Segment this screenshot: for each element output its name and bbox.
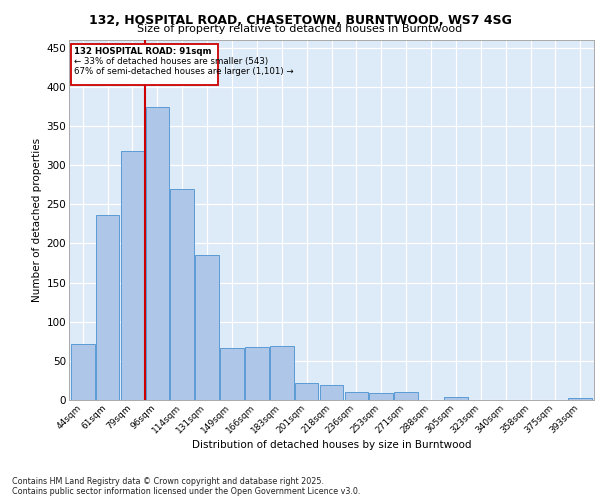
Bar [146, 106, 169, 400]
Bar [394, 392, 418, 400]
Text: 67% of semi-detached houses are larger (1,101) →: 67% of semi-detached houses are larger (… [74, 68, 293, 76]
Bar [370, 393, 393, 400]
Bar [71, 344, 95, 400]
Bar [568, 398, 592, 400]
FancyBboxPatch shape [71, 44, 218, 84]
Text: 132 HOSPITAL ROAD: 91sqm: 132 HOSPITAL ROAD: 91sqm [74, 47, 211, 56]
Bar [220, 348, 244, 400]
Text: Size of property relative to detached houses in Burntwood: Size of property relative to detached ho… [137, 24, 463, 34]
X-axis label: Distribution of detached houses by size in Burntwood: Distribution of detached houses by size … [192, 440, 471, 450]
Bar [344, 392, 368, 400]
Y-axis label: Number of detached properties: Number of detached properties [32, 138, 43, 302]
Bar [245, 347, 269, 400]
Bar [320, 385, 343, 400]
Bar [295, 383, 319, 400]
Text: ← 33% of detached houses are smaller (543): ← 33% of detached houses are smaller (54… [74, 57, 268, 66]
Bar [195, 255, 219, 400]
Bar [170, 188, 194, 400]
Text: 132, HOSPITAL ROAD, CHASETOWN, BURNTWOOD, WS7 4SG: 132, HOSPITAL ROAD, CHASETOWN, BURNTWOOD… [89, 14, 511, 27]
Text: Contains HM Land Registry data © Crown copyright and database right 2025.
Contai: Contains HM Land Registry data © Crown c… [12, 476, 361, 496]
Bar [444, 397, 468, 400]
Bar [121, 151, 144, 400]
Bar [270, 346, 293, 400]
Bar [96, 214, 119, 400]
